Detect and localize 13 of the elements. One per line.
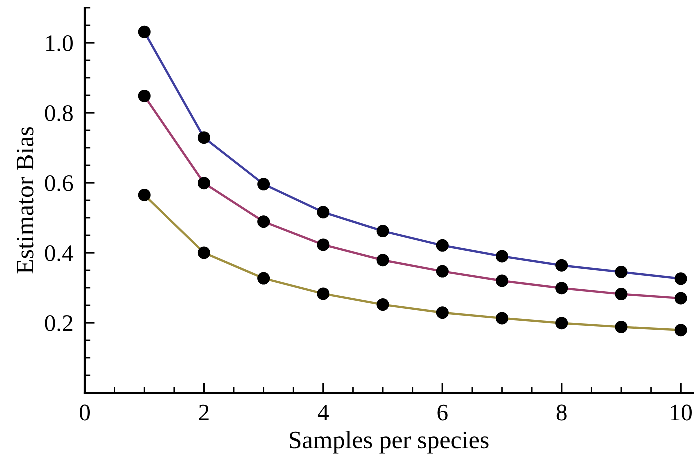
y-tick-label: 1.0: [46, 35, 73, 52]
x-tick-label: 4: [318, 404, 329, 420]
y-tick-label: 0.8: [45, 105, 73, 122]
y-axis-title: Estimator Bias: [16, 127, 34, 274]
x-tick-label: 10: [671, 404, 692, 421]
y-tick-label: 0.6: [45, 175, 74, 192]
x-axis-title: Samples per species: [290, 431, 489, 454]
x-tick-label: 6: [438, 404, 448, 421]
y-tick-label: 0.4: [45, 245, 74, 262]
y-tick-label: 0.2: [45, 315, 73, 332]
x-tick-label: 0: [80, 404, 90, 421]
x-tick-label: 2: [199, 404, 209, 420]
x-tick-label: 8: [556, 404, 567, 421]
